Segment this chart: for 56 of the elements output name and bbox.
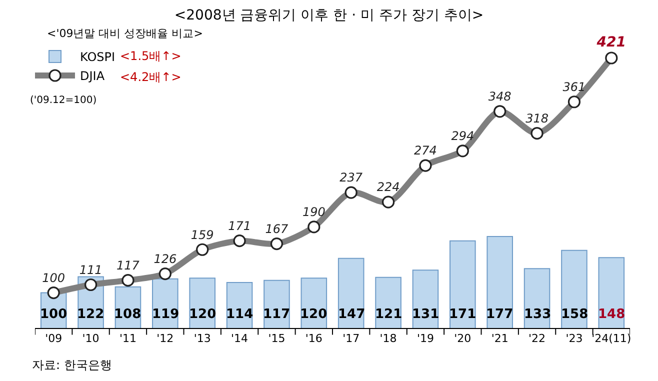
data-label: 274 (414, 144, 437, 158)
data-label: 100 (40, 307, 68, 322)
data-label: 171 (228, 218, 251, 233)
data-label: 120 (300, 307, 328, 322)
data-label: 361 (562, 80, 586, 94)
data-label: 117 (116, 258, 140, 272)
x-tick-label: '18 (380, 332, 397, 346)
data-label: 111 (79, 262, 102, 277)
data-label: 294 (451, 129, 474, 144)
x-tick-label: '23 (566, 332, 583, 346)
x-tick-label: '17 (342, 332, 360, 346)
data-label: 224 (376, 180, 400, 194)
x-tick-label: '21 (491, 332, 508, 346)
chart-title: <2008년 금융위기 이후 한 · 미 주가 장기 추이> (174, 7, 484, 24)
x-tick-label: '22 (528, 332, 546, 346)
data-label: 167 (265, 222, 289, 236)
data-label: 126 (154, 252, 177, 266)
data-label: 117 (263, 307, 290, 322)
data-label: 122 (77, 307, 104, 322)
data-label: 119 (152, 307, 180, 322)
x-tick-label: '09 (45, 332, 62, 346)
data-label: 348 (488, 90, 512, 104)
data-label: 120 (189, 307, 216, 322)
x-tick-label: '16 (305, 332, 322, 346)
data-label: 171 (449, 307, 476, 322)
legend-label: DJIA (80, 69, 106, 84)
data-label: 159 (190, 228, 214, 242)
data-label: 318 (526, 111, 549, 126)
x-tick-label: '13 (194, 332, 211, 346)
data-label: 148 (598, 307, 626, 322)
x-tick-label: '14 (231, 332, 248, 346)
data-label: 421 (596, 34, 626, 51)
annotation: 자료: 한국은행 (32, 358, 112, 372)
x-tick-label: '19 (416, 332, 434, 346)
data-label: 131 (412, 307, 440, 322)
x-tick-label: '12 (156, 332, 174, 346)
data-label: 177 (486, 307, 514, 322)
x-tick-label: '10 (82, 332, 100, 346)
x-tick-label: '20 (454, 332, 472, 346)
data-label: 121 (375, 307, 402, 322)
x-tick-label: '24(11) (592, 332, 632, 346)
data-label: 108 (114, 307, 142, 322)
annotation: <1.5배↑> (120, 49, 182, 63)
x-tick-label: '15 (268, 332, 286, 346)
data-label: 237 (340, 170, 363, 185)
data-label: 100 (42, 270, 66, 285)
annotation: <4.2배↑> (120, 70, 182, 84)
chart-subtitle: <'09년말 대비 성장배율 비교> (47, 27, 203, 40)
data-label: 133 (524, 307, 552, 322)
data-label: 190 (302, 205, 326, 220)
data-label: 158 (561, 307, 588, 322)
data-label: 147 (338, 307, 366, 322)
data-label: 114 (226, 307, 254, 322)
annotation: ('09.12=100) (30, 95, 97, 106)
x-tick-label: '11 (119, 332, 136, 346)
legend-label: KOSPI (80, 50, 116, 64)
